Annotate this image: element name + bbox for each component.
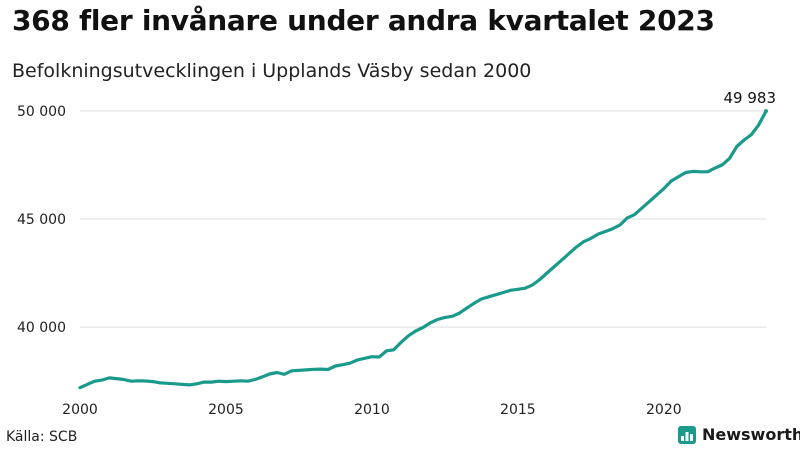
- series-layer: [78, 109, 768, 390]
- y-axis: 40 000 45 000 50 000: [17, 104, 66, 336]
- series-line: [78, 109, 768, 390]
- chart-title: 368 fler invånare under andra kvartalet …: [12, 4, 715, 37]
- x-tick-label: 2000: [62, 402, 98, 418]
- x-tick-label: 2015: [500, 402, 536, 418]
- x-axis: 2000 2005 2010 2015 2020: [62, 402, 681, 418]
- x-tick-label: 2010: [354, 402, 390, 418]
- source-note: Källa: SCB: [6, 429, 78, 445]
- brand-name: Newsworthy: [702, 425, 800, 444]
- brand-logo[interactable]: Newsworthy: [678, 425, 800, 444]
- x-tick-label: 2020: [646, 402, 682, 418]
- end-value-label: 49 983: [724, 89, 777, 107]
- newsworthy-logo-icon: [678, 425, 696, 444]
- y-tick-label: 40 000: [17, 320, 66, 336]
- end-point: [764, 109, 768, 114]
- x-tick-label: 2005: [208, 402, 244, 418]
- y-tick-label: 45 000: [17, 212, 66, 228]
- annotation-layer: 49 983: [724, 89, 777, 107]
- chart-subtitle: Befolkningsutvecklingen i Upplands Väsby…: [12, 60, 532, 82]
- gridlines: [80, 110, 766, 328]
- y-tick-label: 50 000: [17, 104, 66, 120]
